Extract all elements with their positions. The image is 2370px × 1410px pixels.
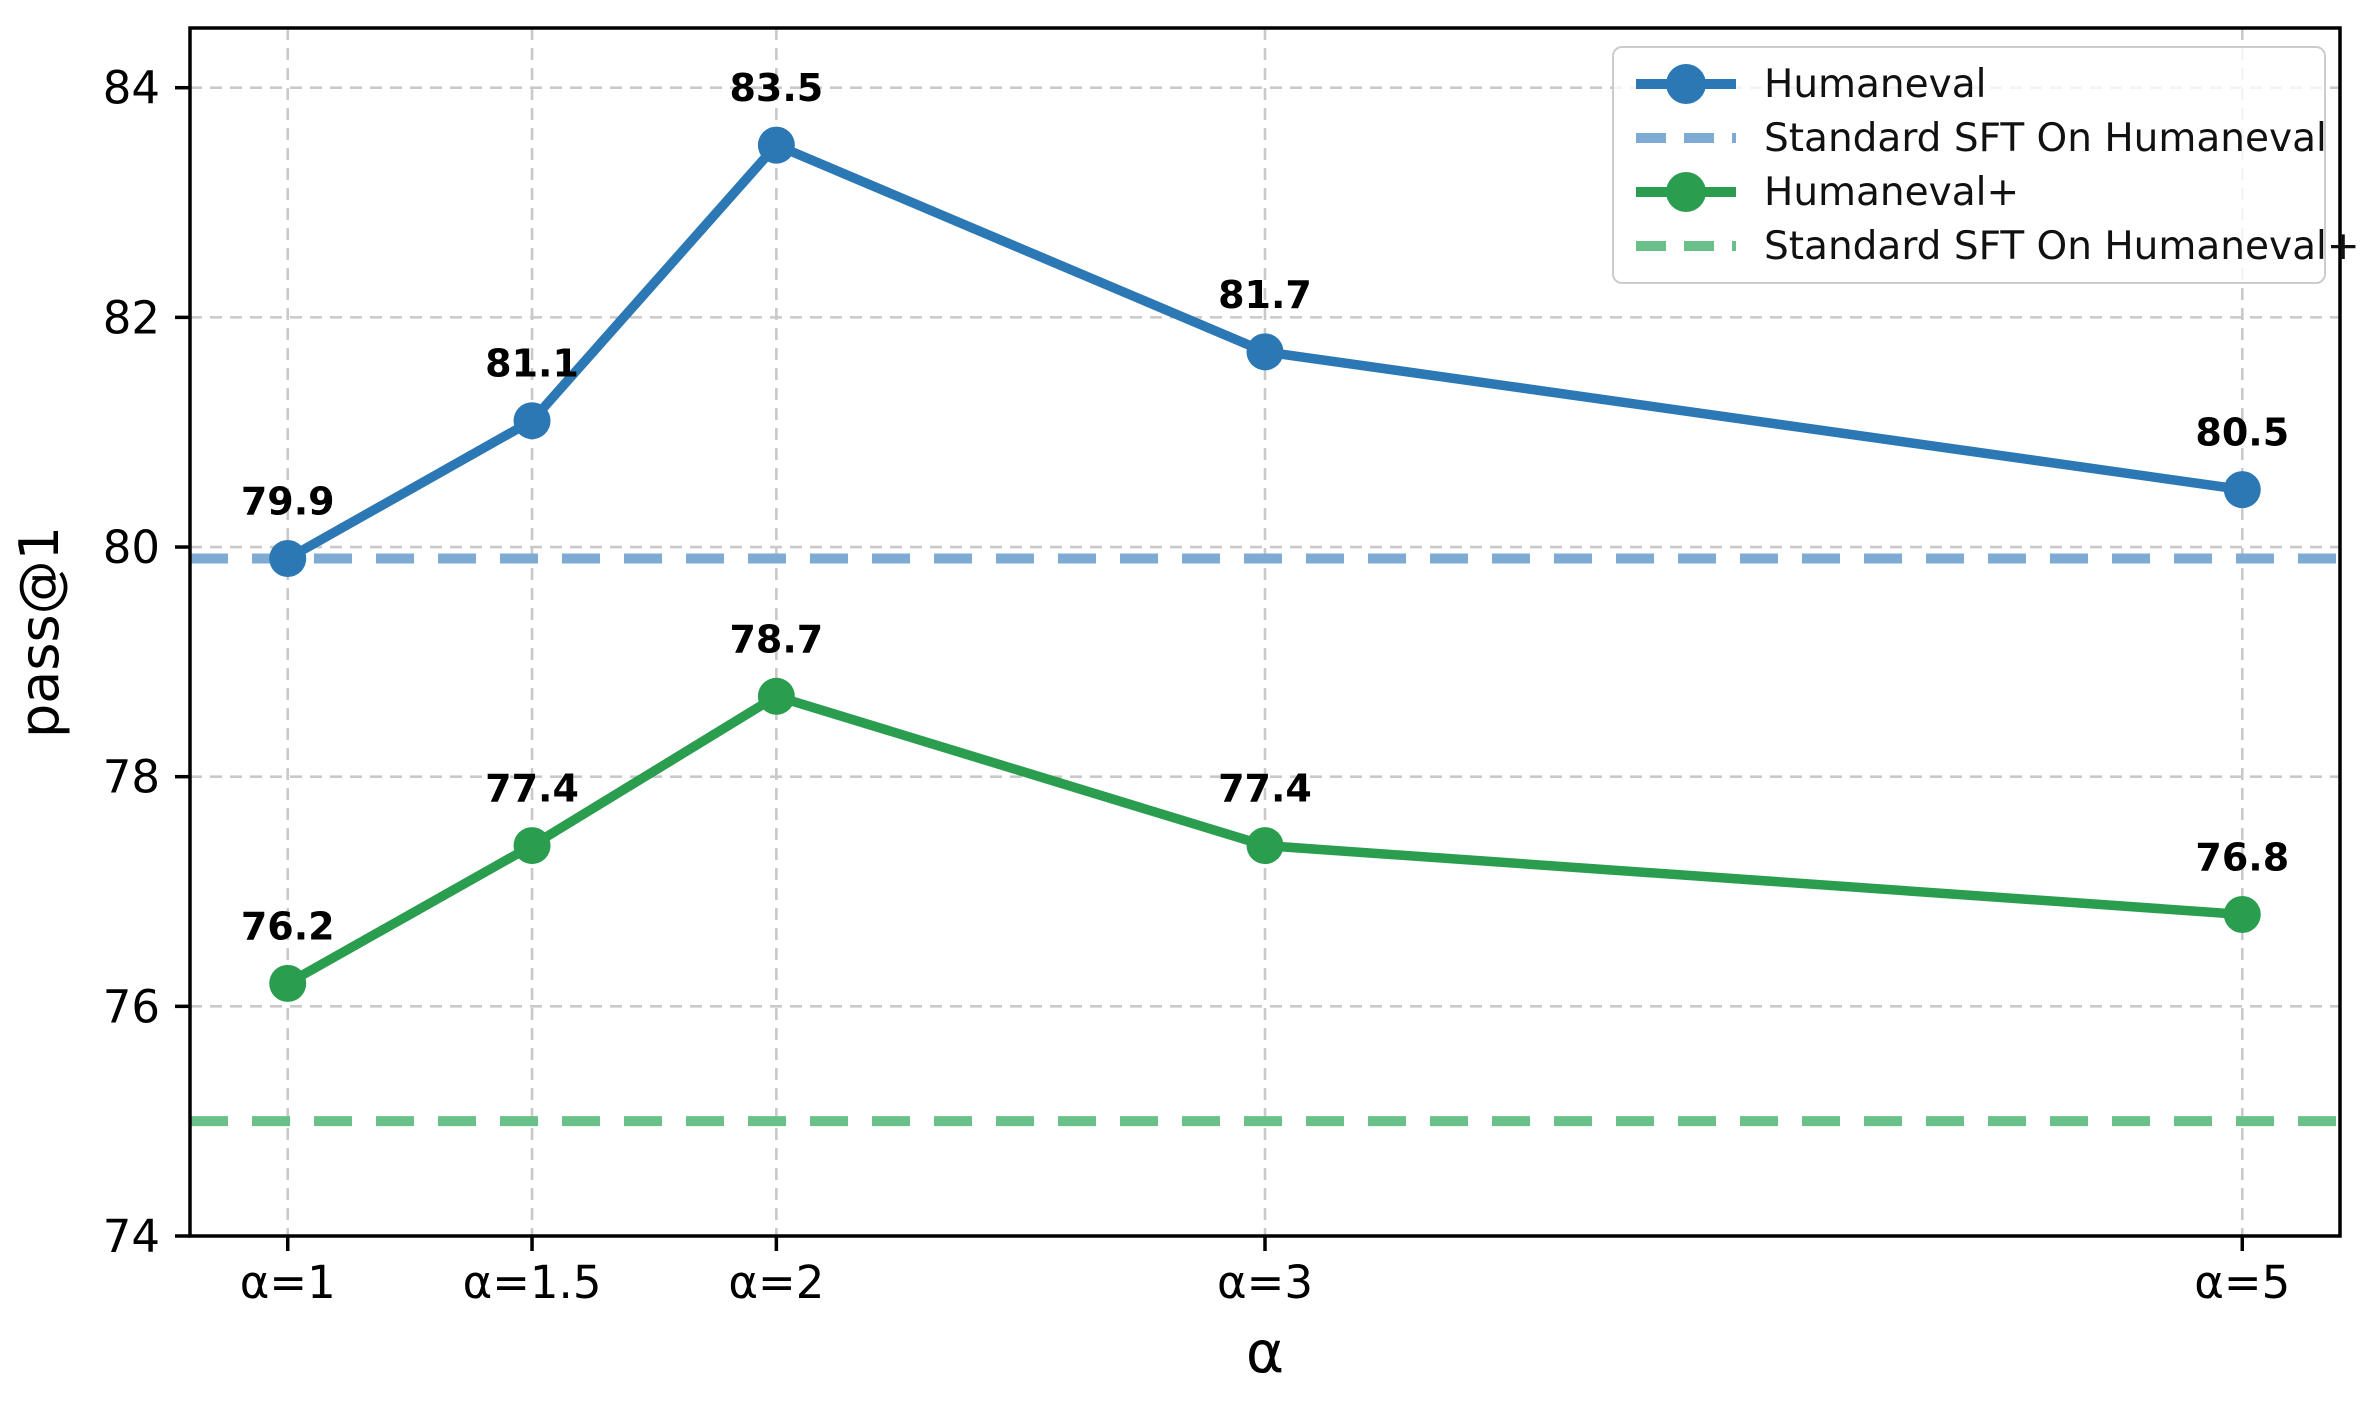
- data-point: [757, 126, 795, 164]
- x-axis-label: α: [1246, 1318, 1284, 1386]
- data-point: [2223, 471, 2261, 509]
- point-label: 83.5: [729, 66, 823, 110]
- legend-sample-marker: [1666, 64, 1706, 104]
- legend: Humaneval Standard SFT On Humaneval Humane…: [1612, 46, 2360, 284]
- point-label: 78.7: [729, 617, 823, 661]
- legend-item: Standard SFT On Humaneval: [1634, 114, 2327, 162]
- data-point: [1246, 333, 1284, 371]
- legend-label: Humaneval: [1764, 61, 1987, 107]
- series-layer: [190, 126, 2340, 1127]
- point-label: 77.4: [1218, 767, 1312, 811]
- legend-label: Humaneval+: [1764, 169, 2020, 215]
- y-tick-label: 80: [103, 521, 160, 574]
- legend-label: Standard SFT On Humaneval+: [1764, 223, 2360, 269]
- legend-sample-marker: [1666, 172, 1706, 212]
- legend-item: Humaneval: [1634, 60, 2304, 108]
- point-label: 81.7: [1218, 273, 1312, 317]
- legend-line-marker-icon: [1636, 64, 1736, 104]
- series-humaneval: [269, 126, 2261, 578]
- legend-dashed-line-icon: [1636, 133, 1736, 143]
- data-point: [1246, 827, 1284, 865]
- legend-item: Humaneval+: [1634, 168, 2304, 216]
- y-tick-label: 76: [103, 980, 160, 1033]
- series-humaneval-: [269, 677, 2261, 1002]
- point-label: 77.4: [485, 767, 579, 811]
- legend-dashed-line-icon: [1636, 241, 1736, 251]
- data-point: [757, 677, 795, 715]
- x-tick-label: α=3: [1217, 1256, 1313, 1309]
- point-label: 79.9: [241, 480, 335, 524]
- point-label: 76.2: [241, 904, 335, 948]
- data-point: [269, 540, 307, 578]
- x-tick-label: α=1.5: [463, 1256, 602, 1309]
- x-tick-label: α=1: [240, 1256, 336, 1309]
- point-labels: 79.9 81.1 83.5 81.7 80.5 76.2 77.4 78.7 77.4 76.8: [241, 66, 2289, 948]
- y-tick-label: 78: [103, 751, 160, 804]
- point-label: 81.1: [485, 342, 579, 386]
- legend-line-marker-icon: [1636, 172, 1736, 212]
- point-label: 80.5: [2195, 411, 2289, 455]
- point-label: 76.8: [2195, 835, 2289, 879]
- data-point: [513, 402, 551, 440]
- y-axis-label: pass@1: [8, 526, 71, 738]
- x-tick-label: α=2: [728, 1256, 824, 1309]
- y-tick-label: 84: [103, 62, 160, 115]
- legend-item: Standard SFT On Humaneval+: [1634, 222, 2360, 270]
- data-point: [2223, 895, 2261, 933]
- y-tick-label: 74: [103, 1210, 160, 1263]
- legend-label: Standard SFT On Humaneval: [1764, 115, 2327, 161]
- data-point: [269, 964, 307, 1002]
- y-tick-label: 82: [103, 291, 160, 344]
- axes-layer: 74 76 78 80 82 84 α=1 α=1.5 α=2 α=3 α=5: [103, 26, 2342, 1309]
- x-tick-label: α=5: [2194, 1256, 2290, 1309]
- data-point: [513, 827, 551, 865]
